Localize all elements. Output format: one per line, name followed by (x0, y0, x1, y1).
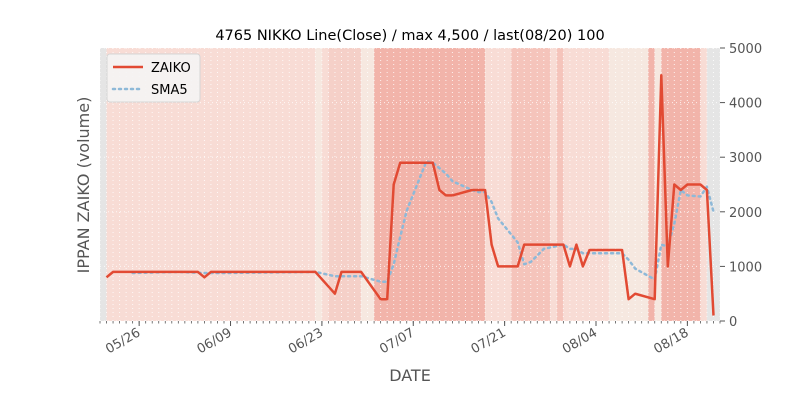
background-band (100, 48, 107, 321)
y-axis-label: IPPAN ZAIKO (volume) (74, 97, 93, 274)
x-tick-label: 07/07 (377, 325, 417, 357)
x-tick-label: 05/26 (103, 325, 143, 357)
background-band (648, 48, 655, 321)
background-band (550, 48, 557, 321)
legend-label-zaiko: ZAIKO (151, 61, 191, 76)
x-tick-label: 08/04 (560, 325, 600, 357)
y-axis: 0 1000 2000 3000 4000 5000 (720, 42, 762, 330)
x-tick-label: 06/23 (286, 325, 326, 357)
background-band (328, 48, 362, 321)
background-band (315, 48, 322, 321)
background-band (700, 48, 707, 321)
background-band (556, 48, 564, 321)
series-lines (105, 74, 715, 316)
x-tick-label: 07/21 (469, 325, 509, 357)
x-tick-label: 08/18 (651, 325, 691, 357)
x-axis-label: DATE (389, 366, 431, 385)
background-band (321, 48, 329, 321)
series-line-zaiko (105, 74, 715, 316)
x-tick-label: 06/09 (195, 325, 235, 357)
y-tick-label: 1000 (729, 260, 762, 275)
legend-label-sma5: SMA5 (151, 83, 188, 98)
x-axis: 05/26 06/09 06/23 07/07 07/21 08/04 08/18 (99, 321, 721, 357)
background-band (563, 48, 610, 321)
y-tick-label: 3000 (729, 151, 762, 166)
y-tick-label: 4000 (729, 97, 762, 112)
y-tick-label: 5000 (729, 42, 762, 57)
y-tick-label: 2000 (729, 206, 762, 221)
y-tick-label: 0 (729, 315, 737, 330)
background-band (374, 48, 486, 321)
legend: ZAIKO SMA5 (106, 53, 201, 103)
chart-title: 4765 NIKKO Line(Close) / max 4,500 / las… (215, 28, 604, 44)
